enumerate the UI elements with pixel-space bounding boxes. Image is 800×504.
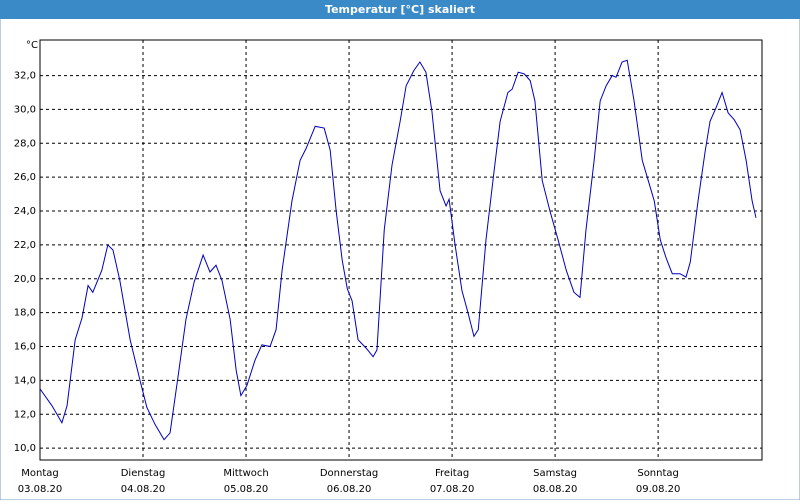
x-tick-day: Dienstag bbox=[121, 468, 166, 479]
y-tick-label: 16,0 bbox=[14, 342, 36, 353]
chart-title: Temperatur [°C] skaliert bbox=[325, 3, 475, 16]
y-tick-label: 20,0 bbox=[14, 274, 36, 285]
x-tick-label: 04.08.20 bbox=[121, 484, 166, 495]
x-tick-day: Samstag bbox=[533, 468, 577, 479]
x-tick-label: 07.08.20 bbox=[430, 484, 475, 495]
title-bar bbox=[0, 0, 800, 19]
x-tick-day: Mittwoch bbox=[223, 468, 268, 479]
x-tick-label: 09.08.20 bbox=[636, 484, 681, 495]
x-tick-label: 05.08.20 bbox=[224, 484, 269, 495]
y-tick-label: 14,0 bbox=[14, 375, 36, 386]
plot-area bbox=[39, 39, 763, 461]
x-tick-day: Montag bbox=[21, 468, 58, 479]
y-tick-label: 26,0 bbox=[14, 172, 36, 183]
y-tick-label: 22,0 bbox=[14, 240, 36, 251]
x-tick-label: 08.08.20 bbox=[533, 484, 578, 495]
x-tick-day: Donnerstag bbox=[320, 468, 378, 479]
y-unit: °C bbox=[26, 40, 38, 51]
x-tick-label: 06.08.20 bbox=[327, 484, 372, 495]
y-tick-label: 24,0 bbox=[14, 206, 36, 217]
y-tick-label: 18,0 bbox=[14, 308, 36, 319]
x-tick-label: 03.08.20 bbox=[18, 484, 63, 495]
x-tick-day: Sonntag bbox=[637, 468, 679, 479]
y-tick-label: 28,0 bbox=[14, 138, 36, 149]
data-line bbox=[39, 59, 757, 441]
y-tick-label: 12,0 bbox=[14, 409, 36, 420]
y-tick-label: 10,0 bbox=[14, 443, 36, 454]
y-tick-label: 32,0 bbox=[14, 71, 36, 82]
x-tick-day: Freitag bbox=[435, 468, 469, 479]
y-tick-label: 30,0 bbox=[14, 104, 36, 115]
